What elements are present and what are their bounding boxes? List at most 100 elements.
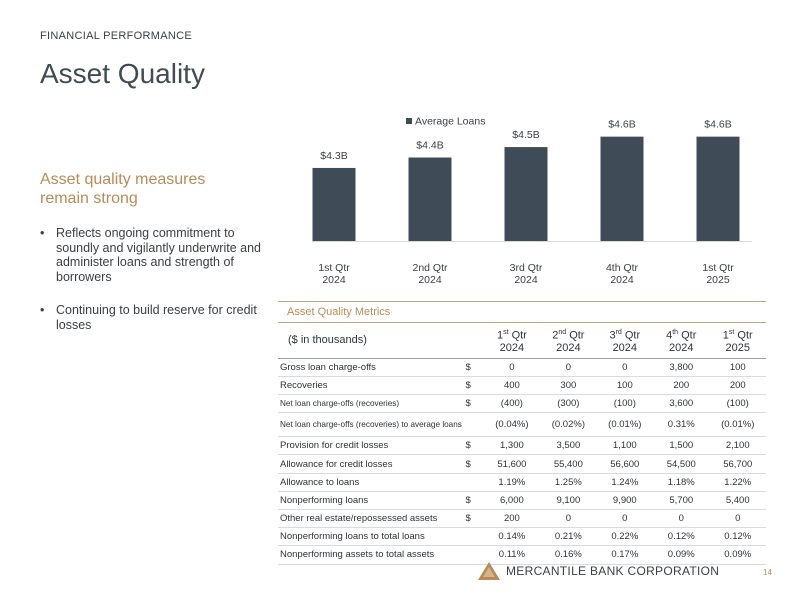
cell-value: 100 [596,376,654,396]
triangle-logo-icon [478,562,500,580]
cell-value: 0 [653,509,710,529]
column-year: 2024 [669,341,694,354]
page-number: 14 [763,568,772,577]
column-year: 2024 [612,341,638,354]
metrics-body: Gross loan charge-offs $0 0 0 3,800 100 Recove… [278,358,766,565]
cell-value: 1.25% [540,473,597,492]
cell-value: 0.12% [709,527,766,547]
page-title: Asset Quality [40,58,205,89]
data-label: $4.4B [416,140,443,152]
currency-symbol: $ [465,358,484,377]
column-year: 2025 [725,341,750,354]
table-row: Gross loan charge-offs $0 0 0 3,800 100 [278,358,766,377]
tick-label: 1st Qtr [318,262,350,274]
column-qtr: Qtr [621,329,641,342]
currency-symbol [465,545,484,565]
row-label: Net loan charge-offs (recoveries) [278,394,466,414]
column-header: 3rd Qtr 2024 [596,323,654,359]
cell-value: 200 [709,376,766,396]
bar [696,136,740,241]
currency-symbol [465,527,484,547]
cell-value: 0 [709,509,766,529]
column-suffix: rd [615,329,622,336]
table-row: Allowance for credit losses $51,600 55,400… [278,454,766,474]
bar [600,136,644,241]
currency-symbol: $ [465,491,484,510]
cell-value: 0.21% [540,527,597,547]
cell-value: 0.09% [653,545,710,565]
cell-value: 1.24% [596,473,654,492]
column-qtr: Qtr [678,329,697,342]
cell-value: 5,400 [709,491,766,510]
tick-label: 2024 [610,274,634,286]
unit-header: ($ in thousands) [278,323,484,359]
cell-value: 3,800 [653,358,710,377]
cell-value: 9,100 [540,491,597,510]
tick-label: 3rd Qtr [510,262,543,274]
bullet-item: Continuing to build reserve for credit l… [40,303,265,332]
table-row: Net loan charge-offs (recoveries) to ave… [278,412,766,438]
cell-value: (100) [709,394,766,414]
tick-label: 2nd Qtr [412,262,448,274]
column-ordinal: 1 [496,329,504,342]
data-label: $4.3B [320,150,347,162]
cell-value: 9,900 [596,491,654,510]
cell-value: 3,500 [540,436,597,456]
column-suffix: st [728,329,735,336]
currency-symbol [465,473,484,492]
cell-value: (0.01%) [709,412,766,438]
legend-swatch [406,118,412,124]
row-label: Net loan charge-offs (recoveries) to ave… [278,412,466,438]
row-label: Other real estate/repossessed assets [278,509,466,529]
row-label: Gross loan charge-offs [278,358,466,377]
currency-symbol: $ [465,394,484,414]
cell-value: 0 [596,358,654,377]
column-suffix: st [503,329,509,336]
table-row: Nonperforming loans to total loans 0.14% 0… [278,527,766,547]
table-row: Allowance to loans 1.19% 1.25% 1.24% 1.18% 1.… [278,473,766,492]
cell-value: 0.12% [653,527,710,547]
metrics-table: ($ in thousands) 1st Qtr 2024 2nd Qtr 2024… [278,323,766,565]
currency-symbol: $ [465,454,484,474]
cell-value: (300) [540,394,597,414]
row-label: Nonperforming assets to total assets [278,545,466,565]
column-header: 4th Qtr 2024 [653,323,710,359]
cell-value: 0 [596,509,654,529]
cell-value: 0.17% [596,545,654,565]
cell-value: 0 [540,358,597,377]
column-ordinal: 4 [666,329,673,342]
column-ordinal: 2 [552,329,559,342]
table-header-row: ($ in thousands) 1st Qtr 2024 2nd Qtr 2024… [278,323,766,359]
cell-value: 55,400 [540,454,597,474]
company-name: MERCANTILE BANK CORPORATION [506,564,720,578]
column-header: 2nd Qtr 2024 [540,323,597,359]
data-label: $4.6B [608,119,635,131]
table-row: Provision for credit losses $1,300 3,500 1,… [278,436,766,456]
cell-value: 400 [483,376,541,396]
company-logo: MERCANTILE BANK CORPORATION [478,562,719,580]
cell-value: 56,600 [596,454,654,474]
cell-value: 0.14% [483,527,541,547]
side-headline: Asset quality measures remain strong [40,171,206,207]
column-suffix: th [672,329,679,336]
kicker: FINANCIAL PERFORMANCE [40,30,192,42]
cell-value: 100 [709,358,766,377]
metrics-title: Asset Quality Metrics [278,301,766,323]
cell-value: 6,000 [483,491,541,510]
cell-value: 1.22% [709,473,766,492]
cell-value: 0.09% [709,545,766,565]
column-year: 2024 [556,341,581,354]
column-qtr: Qtr [508,329,527,342]
row-label: Allowance to loans [278,473,466,492]
row-label: Nonperforming loans to total loans [278,527,466,547]
cell-value: 56,700 [709,454,766,474]
cell-value: 51,600 [483,454,541,474]
currency-symbol: $ [465,436,484,456]
cell-value: 1,500 [653,436,710,456]
currency-symbol [465,412,484,438]
column-ordinal: 3 [609,329,616,342]
table-row: Nonperforming loans $6,000 9,100 9,900 5,700… [278,491,766,510]
row-label: Recoveries [278,376,466,396]
cell-value: 1.19% [483,473,541,492]
